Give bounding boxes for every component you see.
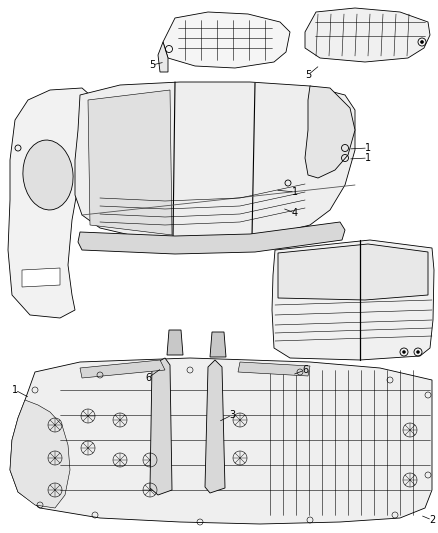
Polygon shape — [75, 82, 355, 238]
Polygon shape — [8, 88, 92, 318]
Polygon shape — [10, 358, 432, 524]
Polygon shape — [305, 86, 355, 178]
Polygon shape — [272, 240, 434, 360]
Text: 2: 2 — [429, 515, 435, 525]
Polygon shape — [150, 358, 172, 495]
Polygon shape — [80, 360, 165, 378]
Text: 4: 4 — [292, 208, 298, 218]
Polygon shape — [22, 268, 60, 287]
Polygon shape — [238, 362, 310, 376]
Text: 5: 5 — [305, 70, 311, 80]
Polygon shape — [78, 222, 345, 254]
Text: 1: 1 — [292, 187, 298, 197]
Polygon shape — [158, 42, 168, 72]
Text: 1: 1 — [12, 385, 18, 395]
Text: 3: 3 — [229, 410, 235, 420]
Polygon shape — [205, 360, 225, 493]
Text: 1: 1 — [365, 153, 371, 163]
Polygon shape — [88, 90, 172, 235]
Circle shape — [417, 351, 420, 353]
Polygon shape — [163, 12, 290, 68]
Text: 6: 6 — [302, 365, 308, 375]
Ellipse shape — [23, 140, 73, 210]
Polygon shape — [278, 244, 428, 300]
Circle shape — [420, 41, 424, 44]
Text: 1: 1 — [365, 143, 371, 153]
Circle shape — [403, 351, 406, 353]
Polygon shape — [10, 400, 70, 508]
Text: 5: 5 — [149, 60, 155, 70]
Polygon shape — [167, 330, 183, 355]
Polygon shape — [210, 332, 226, 357]
Polygon shape — [305, 8, 430, 62]
Text: 6: 6 — [145, 373, 151, 383]
